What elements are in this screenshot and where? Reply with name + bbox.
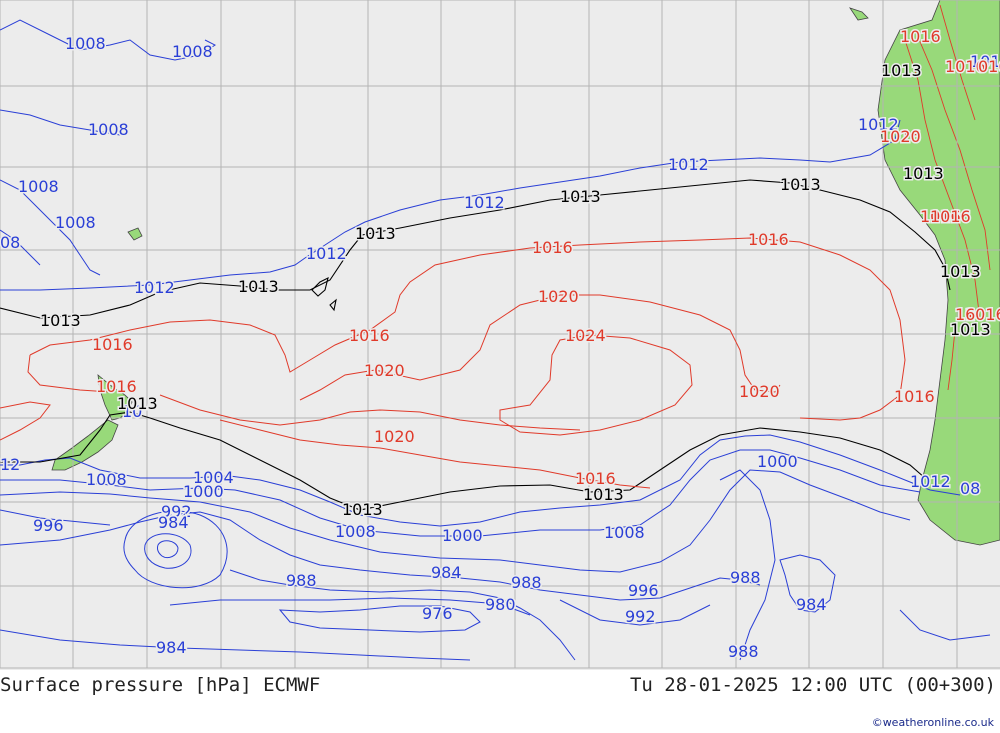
black-isobar-label: 1013 xyxy=(560,187,601,206)
blue-isobar-label: 988 xyxy=(730,568,761,587)
blue-isobar-label: 992 xyxy=(161,502,192,521)
black-isobar-label: 1013 xyxy=(342,500,383,519)
red-isobar-label: 1020 xyxy=(880,127,921,146)
blue-isobar-label: 1008 xyxy=(18,177,59,196)
black-isobar-label: 1013 xyxy=(780,175,821,194)
black-isobar-label: 1013 xyxy=(950,320,991,339)
surface-pressure-map: 60E170E180170W160W150W140W130W120W110W10… xyxy=(0,0,1000,670)
valid-time: Tu 28-01-2025 12:00 UTC (00+300) xyxy=(629,674,996,696)
red-isobar-label: 1016 xyxy=(748,230,789,249)
blue-isobar-label: 08 xyxy=(960,479,980,498)
red-isobar-label: 1016 xyxy=(930,207,971,226)
blue-isobar-label: 12 xyxy=(0,455,20,474)
black-isobar-label: 1013 xyxy=(940,262,981,281)
blue-isobar-label: 980 xyxy=(485,595,516,614)
chart-title: Surface pressure [hPa] ECMWF xyxy=(0,674,321,696)
blue-isobar-label: 1012 xyxy=(134,278,175,297)
red-isobar-label: 1016 xyxy=(920,207,961,226)
red-isobar-label: 1016 xyxy=(92,335,133,354)
blue-isobar-label: 1008 xyxy=(65,34,106,53)
andes-highland-contours xyxy=(904,4,991,391)
black-isobar-label: 1013 xyxy=(238,277,279,296)
blue-isobar-label: 992 xyxy=(625,607,656,626)
red-isobar-label: 1016 xyxy=(349,326,390,345)
red-isobar-label: 1016 xyxy=(532,238,573,257)
red-isobar-label: 1016 xyxy=(575,469,616,488)
blue-isobar-label: 976 xyxy=(422,604,453,623)
blue-isobar-label: 1012 xyxy=(306,244,347,263)
blue-isobar-label: 1000 xyxy=(757,452,798,471)
red-isobar-label: 1020 xyxy=(364,361,405,380)
blue-isobar-label: 1008 xyxy=(335,522,376,541)
black-isobar-label: 1013 xyxy=(903,164,944,183)
black-isobar-label: 1013 xyxy=(40,311,81,330)
blue-isobar-label: 1012 xyxy=(858,115,899,134)
blue-isobar-label: 1012 xyxy=(668,155,709,174)
credit-link[interactable]: ©weatheronline.co.uk xyxy=(871,716,994,729)
fiji-islands xyxy=(127,227,143,241)
isobar-value-labels: 1008 100810081008100808101210121012101210… xyxy=(0,26,1000,663)
new-zealand-north-island xyxy=(97,374,133,421)
black-isobar-label: 1013 xyxy=(355,224,396,243)
blue-isobar-label: 984 xyxy=(796,595,827,614)
blue-isobar-label: 10 xyxy=(122,402,142,421)
red-isobar-label: 1024 xyxy=(565,326,606,345)
blue-isobar-label: 984 xyxy=(156,638,187,657)
high-pressure-isobars xyxy=(0,237,906,489)
land-masses xyxy=(51,0,1000,546)
blue-isobar-label: 08 xyxy=(0,233,20,252)
blue-isobar-label: 1012 xyxy=(464,193,505,212)
red-isobar-label: 016 xyxy=(978,57,1000,76)
blue-isobar-label: 1000 xyxy=(183,482,224,501)
south-america-landmass xyxy=(877,0,1000,546)
blue-isobar-label: 988 xyxy=(286,571,317,590)
blue-isobar-label: 988 xyxy=(728,642,759,661)
black-isobar-label: 1013 xyxy=(117,394,158,413)
blue-isobar-label: 988 xyxy=(511,573,542,592)
red-isobar-label: 16 xyxy=(955,305,975,324)
low-pressure-isobars xyxy=(0,19,991,661)
blue-isobar-label: 984 xyxy=(431,563,462,582)
blue-isobar-label: 1004 xyxy=(193,468,234,487)
blue-isobar-label: 996 xyxy=(33,516,64,535)
blue-isobar-label: 1000 xyxy=(442,526,483,545)
blue-isobar-label: 1012 xyxy=(910,472,951,491)
blue-isobar-label: 1008 xyxy=(604,523,645,542)
blue-isobar-label: 996 xyxy=(628,581,659,600)
blue-isobar-label: 1008 xyxy=(88,120,129,139)
blue-isobar-label: 984 xyxy=(158,513,189,532)
red-isobar-label: 1016 xyxy=(96,377,137,396)
red-isobar-label: 1020 xyxy=(538,287,579,306)
red-isobar-label: 1016 xyxy=(965,305,1000,324)
blue-isobar-label: 1008 xyxy=(172,42,213,61)
ocean-background xyxy=(0,0,1000,670)
red-isobar-label: 1020 xyxy=(739,382,780,401)
red-isobar-label: 1016 xyxy=(894,387,935,406)
red-isobar-label: 1016 xyxy=(880,127,921,146)
blue-isobar-label: 1008 xyxy=(55,213,96,232)
red-isobar-label: 1020 xyxy=(374,427,415,446)
black-isobar-label: 1013 xyxy=(881,61,922,80)
pacific-island xyxy=(849,7,869,21)
blue-isobar-label: 1008 xyxy=(86,470,127,489)
red-isobar-label: 1016 xyxy=(945,57,986,76)
red-isobar-label: 1016 xyxy=(900,27,941,46)
blue-isobar-label: 1012 xyxy=(970,52,1000,71)
black-isobar-label: 1013 xyxy=(583,485,624,504)
standard-pressure-isobars xyxy=(0,179,951,511)
